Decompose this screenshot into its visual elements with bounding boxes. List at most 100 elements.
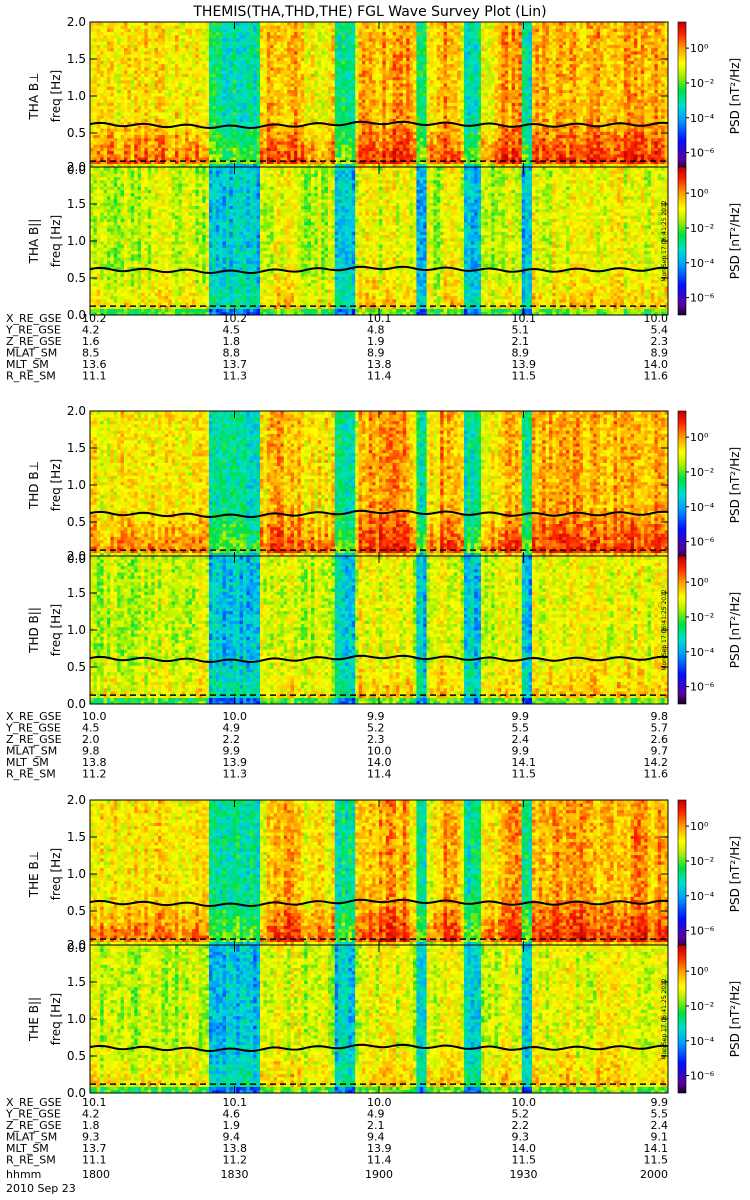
colorbar-label: PSD [nT²/Hz] [728,58,742,134]
y-tick-label: 2.0 [67,938,86,952]
y-axis-label: freq [Hz] [49,215,63,267]
y-tick-label: 2.0 [67,793,86,807]
ephemeris-value: 11.6 [644,370,669,383]
colorbar-tick-label: 10⁻⁶ [690,681,715,694]
spectrogram-cells [90,556,668,704]
colorbar [678,556,686,704]
colorbar-tick-label: 10⁻⁶ [690,1070,715,1083]
ephemeris-value: 11.2 [82,768,107,781]
ephemeris-value: 11.1 [82,1154,107,1167]
panel-label: THE B⊥ [27,851,41,898]
y-tick-label: 2.0 [67,404,86,418]
colorbar-tick-label: 10⁰ [690,187,709,200]
chart-title: THEMIS(THA,THD,THE) FGL Wave Survey Plot… [192,4,546,20]
ephemeris-value: 11.5 [644,1154,669,1167]
time-tick-label: 2000 [640,1168,668,1181]
y-tick-label: 0.0 [67,697,86,711]
y-tick-label: 1.5 [67,975,86,989]
colorbar-tick-label: 10⁻⁴ [690,890,715,903]
colorbar-tick-label: 10⁻⁶ [690,147,715,160]
y-axis-label: freq [Hz] [49,848,63,900]
colorbar-label: PSD [nT²/Hz] [728,836,742,912]
ephemeris-value: 11.5 [512,768,537,781]
date-label: 2010 Sep 23 [6,1182,76,1195]
colorbar [678,945,686,1093]
spectrogram-cells [90,800,668,948]
ephemeris-table-thd: X_RE_GSE 10.0 10.0 9.9 9.9 9.8Y_RE_GSE 4.5 4.9 5… [5,710,668,781]
y-axis-label: freq [Hz] [49,70,63,122]
colorbar [678,22,686,170]
y-tick-label: 0.5 [67,1049,86,1063]
spectrogram-cells [90,411,668,559]
time-tick-label: 1830 [221,1168,249,1181]
colorbar-tick-label: 10⁰ [690,820,709,833]
colorbar-label: PSD [nT²/Hz] [728,592,742,668]
spectrogram-cells [90,945,668,1093]
colorbar-tick-label: 10⁻² [690,611,714,624]
panel-label: THD B⊥ [27,461,41,510]
colorbar-tick-label: 10⁻² [690,222,714,235]
ephemeris-row-name: R_RE_SM [6,1154,56,1167]
ephemeris-table-the: X_RE_GSE 10.1 10.1 10.0 10.0 9.9Y_RE_GSE 4.2 4.… [5,1096,668,1167]
colorbar-tick-label: 10⁻² [690,855,714,868]
creation-timestamp: Mon Sep 17 06:41:25 2012 [661,589,668,671]
ephemeris-value: 11.1 [82,370,107,383]
panel-label: THD B|| [27,607,41,654]
y-tick-label: 1.5 [67,52,86,66]
colorbar-tick-label: 10⁻² [690,466,714,479]
panel-label: THA B|| [27,219,41,265]
colorbar-label: PSD [nT²/Hz] [728,981,742,1057]
colorbar [678,167,686,315]
colorbar-tick-label: 10⁻⁶ [690,925,715,938]
y-tick-label: 0.5 [67,660,86,674]
ephemeris-value: 11.2 [223,1154,248,1167]
y-tick-label: 1.0 [67,867,86,881]
colorbar-tick-label: 10⁻² [690,77,714,90]
ephemeris-value: 11.4 [367,1154,392,1167]
y-axis-label: freq [Hz] [49,604,63,656]
colorbar-tick-label: 10⁻² [690,1000,714,1013]
ephemeris-row-name: R_RE_SM [6,370,56,383]
colorbar-label: PSD [nT²/Hz] [728,203,742,279]
colorbar-tick-label: 10⁻⁴ [690,112,715,125]
y-tick-label: 2.0 [67,15,86,29]
panel-label: THE B|| [27,997,41,1042]
y-axis-label: freq [Hz] [49,993,63,1045]
y-tick-label: 0.5 [67,126,86,140]
y-tick-label: 0.5 [67,515,86,529]
y-tick-label: 1.0 [67,623,86,637]
colorbar-tick-label: 10⁻⁴ [690,257,715,270]
ephemeris-value: 11.4 [367,768,392,781]
ephemeris-table-tha: X_RE_GSE 10.2 10.2 10.1 10.1 10.0Y_RE_GSE 4.2 4… [5,312,668,383]
y-tick-label: 1.5 [67,586,86,600]
colorbar-tick-label: 10⁰ [690,576,709,589]
y-tick-label: 2.0 [67,160,86,174]
y-tick-label: 1.5 [67,830,86,844]
colorbar-tick-label: 10⁻⁴ [690,501,715,514]
time-axis-label: hhmm [6,1168,41,1181]
colorbar-tick-label: 10⁰ [690,431,709,444]
colorbar-tick-label: 10⁰ [690,42,709,55]
ephemeris-value: 11.5 [512,1154,537,1167]
ephemeris-value: 11.3 [223,768,248,781]
ephemeris-row-name: R_RE_SM [6,768,56,781]
colorbar [678,411,686,559]
y-tick-label: 1.5 [67,441,86,455]
ephemeris-value: 11.3 [223,370,248,383]
ephemeris-value: 11.6 [644,768,669,781]
y-axis-label: freq [Hz] [49,459,63,511]
spectrogram-cells [90,167,668,315]
colorbar [678,800,686,948]
y-tick-label: 1.0 [67,478,86,492]
panel-label: THA B⊥ [27,72,41,120]
y-tick-label: 0.5 [67,271,86,285]
spectrogram-cells [90,22,668,170]
time-tick-label: 1900 [365,1168,393,1181]
ephemeris-value: 11.5 [512,370,537,383]
